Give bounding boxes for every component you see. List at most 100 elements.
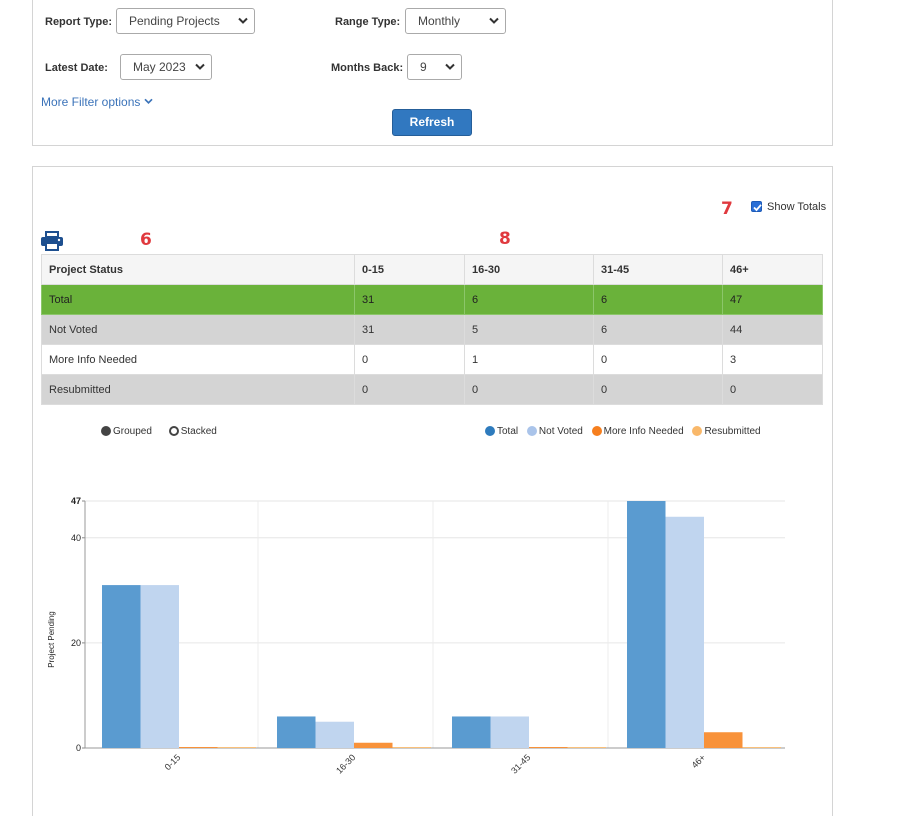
bar-more-info-needed xyxy=(179,747,218,748)
table-cell: Total xyxy=(41,284,355,315)
table-cell: 47 xyxy=(722,284,823,315)
legend-dot-icon xyxy=(485,426,495,436)
bar-not-voted xyxy=(490,716,529,748)
months-back-select[interactable]: 9 xyxy=(407,54,462,80)
y-tick-label: 40 xyxy=(71,533,81,543)
bar-not-voted xyxy=(140,585,179,748)
table-cell: 0 xyxy=(354,344,465,375)
bar-resubmitted xyxy=(392,747,431,748)
table-cell: 0 xyxy=(593,344,723,375)
chevron-down-icon xyxy=(489,17,499,24)
column-header: Project Status xyxy=(41,254,355,285)
bar-total xyxy=(627,501,666,748)
refresh-button[interactable]: Refresh xyxy=(392,109,472,136)
table-cell: 31 xyxy=(354,314,465,345)
months-back-label: Months Back: xyxy=(331,62,404,74)
stacked-radio[interactable]: Stacked xyxy=(168,426,217,437)
y-tick-label: 0 xyxy=(76,743,81,753)
filter-panel: Report Type: Pending Projects Range Type… xyxy=(32,0,833,146)
x-tick-label: 46+ xyxy=(690,752,708,770)
grouped-label: Grouped xyxy=(113,426,152,437)
legend-item[interactable]: Total xyxy=(485,426,518,437)
legend-dot-icon xyxy=(692,426,703,436)
print-icon[interactable] xyxy=(40,230,64,252)
bar-more-info-needed xyxy=(529,747,568,748)
table-cell: Resubmitted xyxy=(41,374,355,405)
legend-item[interactable]: Not Voted xyxy=(526,426,583,437)
more-filter-options-link[interactable]: More Filter options xyxy=(41,95,153,109)
x-tick-label: 0-15 xyxy=(163,752,183,772)
bar-more-info-needed xyxy=(704,732,743,748)
bar-resubmitted xyxy=(742,747,781,748)
show-totals-toggle[interactable]: Show Totals xyxy=(751,201,826,213)
table-cell: 0 xyxy=(722,374,823,405)
table-cell: 0 xyxy=(354,374,465,405)
more-filter-options-label: More Filter options xyxy=(41,95,141,109)
bar-not-voted xyxy=(315,721,354,748)
pending-projects-bar-chart: 0 20 40 47 Project Pending 0-15 16-30 31-45 46+ xyxy=(47,496,785,776)
table-row: Resubmitted 0 0 0 0 xyxy=(41,374,823,405)
table-cell: 31 xyxy=(354,284,465,315)
latest-date-label: Latest Date: xyxy=(45,62,108,74)
latest-date-value: May 2023 xyxy=(133,60,186,74)
legend-dot-icon xyxy=(526,426,537,436)
bar-more-info-needed xyxy=(354,742,393,748)
table-cell: 6 xyxy=(593,284,723,315)
legend-dot-icon xyxy=(591,426,602,436)
latest-date-select[interactable]: May 2023 xyxy=(120,54,212,80)
report-type-label: Report Type: xyxy=(45,16,113,28)
bar-resubmitted xyxy=(567,747,606,748)
report-type-value: Pending Projects xyxy=(129,14,220,28)
report-type-select[interactable]: Pending Projects xyxy=(116,8,255,34)
column-header: 46+ xyxy=(722,254,823,285)
table-header-row: Project Status 0-15 16-30 31-45 46+ xyxy=(41,254,823,285)
column-header: 31-45 xyxy=(593,254,723,285)
legend-item[interactable]: More Info Needed xyxy=(591,426,684,437)
bar-resubmitted xyxy=(217,747,256,748)
show-totals-checkbox[interactable] xyxy=(751,201,762,212)
legend-label: Not Voted xyxy=(538,426,583,437)
x-tick-label: 31-45 xyxy=(509,752,532,775)
show-totals-label: Show Totals xyxy=(767,201,827,213)
bar-total xyxy=(452,716,491,748)
table-cell: 5 xyxy=(464,314,594,345)
annotation-marker: 8 xyxy=(499,229,511,249)
report-panel: 7 Show Totals 6 8 Project Status 0-15 16… xyxy=(32,166,833,816)
table-cell: 6 xyxy=(593,314,723,345)
legend-item[interactable]: Resubmitted xyxy=(692,426,761,437)
y-axis-label: Project Pending xyxy=(47,611,56,667)
column-header: 16-30 xyxy=(464,254,594,285)
table-cell: Not Voted xyxy=(41,314,355,345)
chevron-down-icon xyxy=(445,63,455,70)
chevron-down-icon xyxy=(195,63,205,70)
annotation-marker: 7 xyxy=(721,199,733,219)
range-type-value: Monthly xyxy=(418,14,461,28)
bar-total xyxy=(102,585,141,748)
table-row: More Info Needed 0 1 0 3 xyxy=(41,344,823,375)
table-row: Not Voted 31 5 6 44 xyxy=(41,314,823,345)
grouped-radio[interactable]: Grouped xyxy=(101,426,152,437)
table-cell: More Info Needed xyxy=(41,344,355,375)
chart-legend: Total Not Voted More Info Needed Resubmi… xyxy=(485,426,767,437)
legend-label: Resubmitted xyxy=(704,426,761,437)
table-row: Total 31 6 6 47 xyxy=(41,284,823,315)
table-cell: 3 xyxy=(722,344,823,375)
x-tick-label: 16-30 xyxy=(334,752,357,775)
stacked-label: Stacked xyxy=(180,426,217,437)
pending-projects-table: Project Status 0-15 16-30 31-45 46+ Tota… xyxy=(41,254,823,405)
checkmark-icon xyxy=(753,204,762,212)
bar-not-voted xyxy=(665,516,704,748)
range-type-label: Range Type: xyxy=(335,16,401,28)
y-tick-label: 20 xyxy=(71,638,81,648)
table-cell: 0 xyxy=(464,374,594,405)
range-type-select[interactable]: Monthly xyxy=(405,8,506,34)
column-header: 0-15 xyxy=(354,254,465,285)
table-cell: 44 xyxy=(722,314,823,345)
bar-total xyxy=(277,716,316,748)
chart-mode-toggle: Grouped Stacked xyxy=(101,426,223,437)
y-tick-label: 47 xyxy=(71,496,81,506)
table-cell: 6 xyxy=(464,284,594,315)
radio-empty-icon xyxy=(168,426,179,436)
chevron-down-icon xyxy=(238,17,248,24)
table-cell: 1 xyxy=(464,344,594,375)
